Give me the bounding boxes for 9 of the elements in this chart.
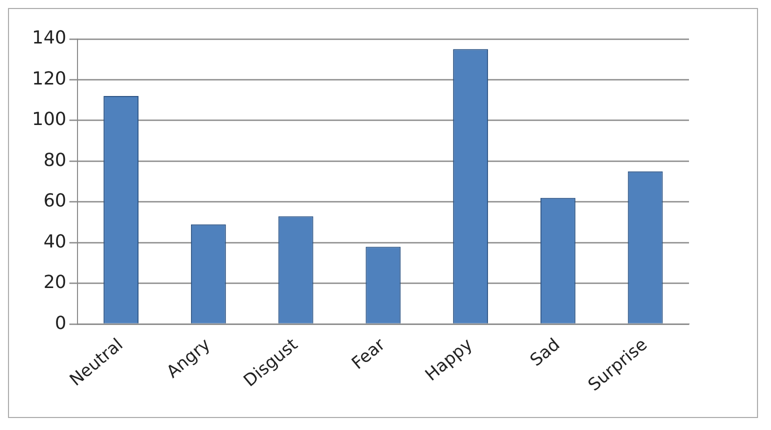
y-tick-label: 120 <box>32 68 66 90</box>
y-tick-label: 140 <box>32 28 66 49</box>
y-tick-label: 100 <box>32 109 66 130</box>
y-tick-label: 0 <box>54 312 66 334</box>
y-tick-label: 60 <box>43 190 66 212</box>
y-tick-label: 20 <box>43 272 66 294</box>
y-tick-label: 80 <box>43 150 66 171</box>
y-tick-label: 40 <box>43 231 66 252</box>
x-tick-label: Sad <box>526 334 564 371</box>
